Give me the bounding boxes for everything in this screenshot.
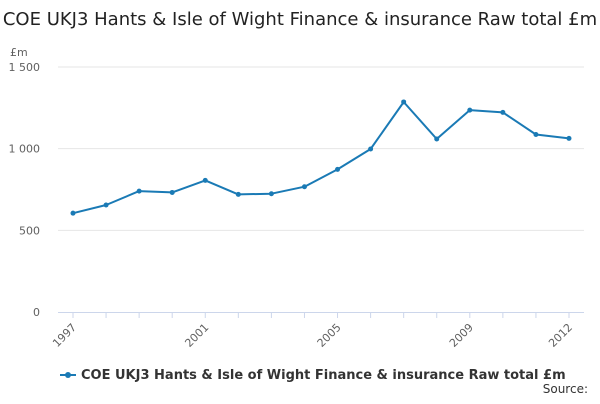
legend-label: COE UKJ3 Hants & Isle of Wight Finance &… [81,367,566,383]
legend-symbol [60,369,76,381]
grid-lines [58,66,584,231]
data-point [500,109,506,115]
y-tick-label: 500 [19,224,40,237]
data-point [335,166,341,172]
series-line [72,101,570,215]
x-tick-label: 2005 [315,321,344,350]
data-point [103,202,109,208]
legend[interactable]: COE UKJ3 Hants & Isle of Wight Finance &… [60,365,566,385]
data-point [70,210,76,216]
data-point [301,184,307,190]
data-point [434,136,440,142]
data-point [368,146,374,152]
source-label: Source: [542,382,588,396]
data-point [202,177,208,183]
x-tick-label: 2001 [182,321,211,350]
data-point [467,107,473,113]
x-tick-label: 1997 [50,321,79,350]
data-point [235,191,241,197]
y-tick-label: 1 500 [9,61,41,74]
chart-title: COE UKJ3 Hants & Isle of Wight Finance &… [2,9,598,30]
series-layer [70,99,572,216]
data-point [136,188,142,194]
x-tick-label: 2012 [546,321,575,350]
y-axis-label: £m [10,46,28,59]
data-point [566,135,572,141]
data-point [401,99,407,105]
data-point [169,189,175,195]
legend-dot [65,372,71,378]
y-tick-label: 0 [33,306,40,319]
tick-labels: 0 500 1 000 1 500 £m 1997 2001 2005 2009 2012 [9,46,576,350]
axes [58,312,584,318]
y-tick-label: 1 000 [9,143,41,156]
data-point [268,191,274,197]
data-point [533,131,539,137]
x-tick-label: 2009 [447,321,476,350]
